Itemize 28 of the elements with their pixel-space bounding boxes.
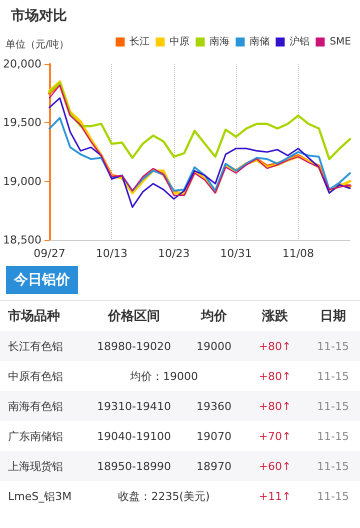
line-series	[48, 117, 351, 192]
text: 上海现货铝 18950-18990 18970 +60↑ 11-15	[8, 460, 349, 472]
text: 市场品种 价格区间 均价 涨跌 日期	[8, 309, 346, 324]
y-tick-label: 19,000	[2, 174, 42, 188]
x-tick-label: 11/08	[282, 247, 314, 260]
y-axis-title: 单位（元/吨）	[5, 38, 69, 50]
y-tick-label: 20,000	[2, 58, 42, 70]
line-series	[48, 82, 352, 160]
legend-label: 南储	[250, 36, 270, 48]
text: 今日铝价	[6, 266, 78, 294]
legend-label: SME	[330, 36, 352, 48]
x-tick-label: 09/27	[34, 247, 66, 260]
x-tick-label: 10/13	[96, 247, 128, 260]
text: 广东南储铝 19040-19100 19070 +70↑ 11-15	[8, 430, 349, 442]
legend-label: 南海	[210, 36, 230, 48]
chart-title: 市场对比	[10, 7, 67, 24]
legend-label: 中原	[170, 36, 190, 48]
text: 中原有色铝 均价：19000 +80↑ 11-15	[8, 370, 349, 382]
y-tick-label: 19,500	[2, 116, 42, 130]
legend-label: 沪铝	[290, 36, 310, 48]
legend-label: 长江	[130, 36, 150, 48]
y-tick-label: 18,500	[2, 234, 42, 246]
x-tick-label: 10/23	[158, 247, 190, 260]
x-tick-label: 10/31	[220, 247, 252, 260]
line-series	[48, 97, 351, 208]
text: 长江有色铝 18980-19020 19000 +80↑ 11-15	[8, 340, 349, 352]
text: LmeS_铝3M 收盘：2235(美元) +11↑ 11-15	[8, 490, 349, 502]
text: 南海有色铝 19310-19410 19360 +80↑ 11-15	[8, 400, 349, 412]
